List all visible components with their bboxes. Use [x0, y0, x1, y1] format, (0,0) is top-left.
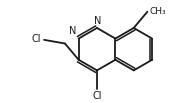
- Text: Cl: Cl: [92, 91, 102, 101]
- Text: N: N: [69, 26, 77, 36]
- Text: N: N: [94, 16, 102, 26]
- Text: CH₃: CH₃: [149, 7, 166, 16]
- Text: Cl: Cl: [32, 34, 41, 44]
